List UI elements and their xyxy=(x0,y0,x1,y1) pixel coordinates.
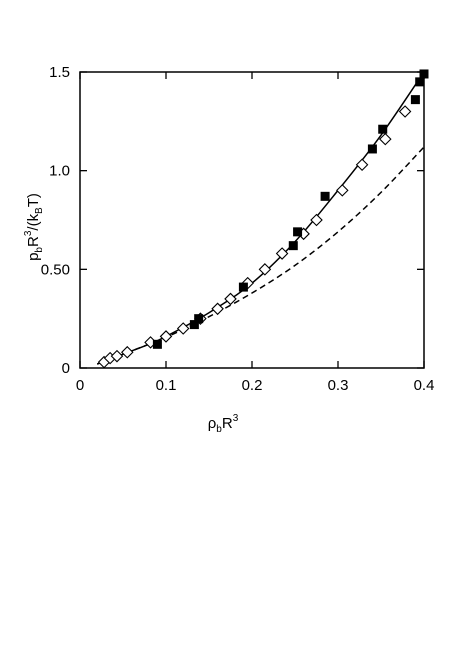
diamond-point xyxy=(355,158,369,172)
x-tick-label: 0.3 xyxy=(328,377,349,394)
square-point xyxy=(152,339,162,349)
y-axis-label: pbR3/(kBT) xyxy=(23,193,45,261)
square-point xyxy=(194,314,204,324)
diamond-point xyxy=(224,292,237,306)
y-tick-label: 1.5 xyxy=(49,64,70,81)
square-point xyxy=(415,77,425,87)
diamond-point xyxy=(121,345,134,359)
diamond-point xyxy=(336,184,349,197)
square-point xyxy=(293,227,303,237)
square-point xyxy=(410,95,420,105)
x-axis-label: ρbR3 xyxy=(208,413,239,435)
plot-frame xyxy=(79,71,425,369)
square-point xyxy=(189,320,199,330)
y-tick-label: 1.0 xyxy=(49,163,70,180)
diamond-point xyxy=(398,105,412,118)
diamond-point xyxy=(310,213,323,227)
diamond-point xyxy=(159,330,173,343)
square-point xyxy=(378,124,388,134)
square-point xyxy=(238,282,248,292)
dashed-curve xyxy=(96,146,425,365)
x-tick-label: 0.2 xyxy=(242,377,263,394)
y-tick-label: 0.50 xyxy=(41,261,70,278)
solid-curve xyxy=(96,71,425,365)
square-point xyxy=(367,144,377,154)
diamond-point xyxy=(211,302,224,316)
x-tick-label: 0.4 xyxy=(414,377,435,394)
diamond-point xyxy=(176,322,190,335)
square-point xyxy=(288,241,298,251)
diamond-point xyxy=(379,132,392,146)
y-tick-label: 0 xyxy=(62,360,70,377)
square-point xyxy=(320,191,330,201)
diamond-point xyxy=(258,263,272,276)
x-tick-label: 0 xyxy=(76,377,84,394)
diamond-point xyxy=(110,349,124,363)
diamond-point xyxy=(275,247,289,260)
x-tick-label: 0.1 xyxy=(156,377,177,394)
